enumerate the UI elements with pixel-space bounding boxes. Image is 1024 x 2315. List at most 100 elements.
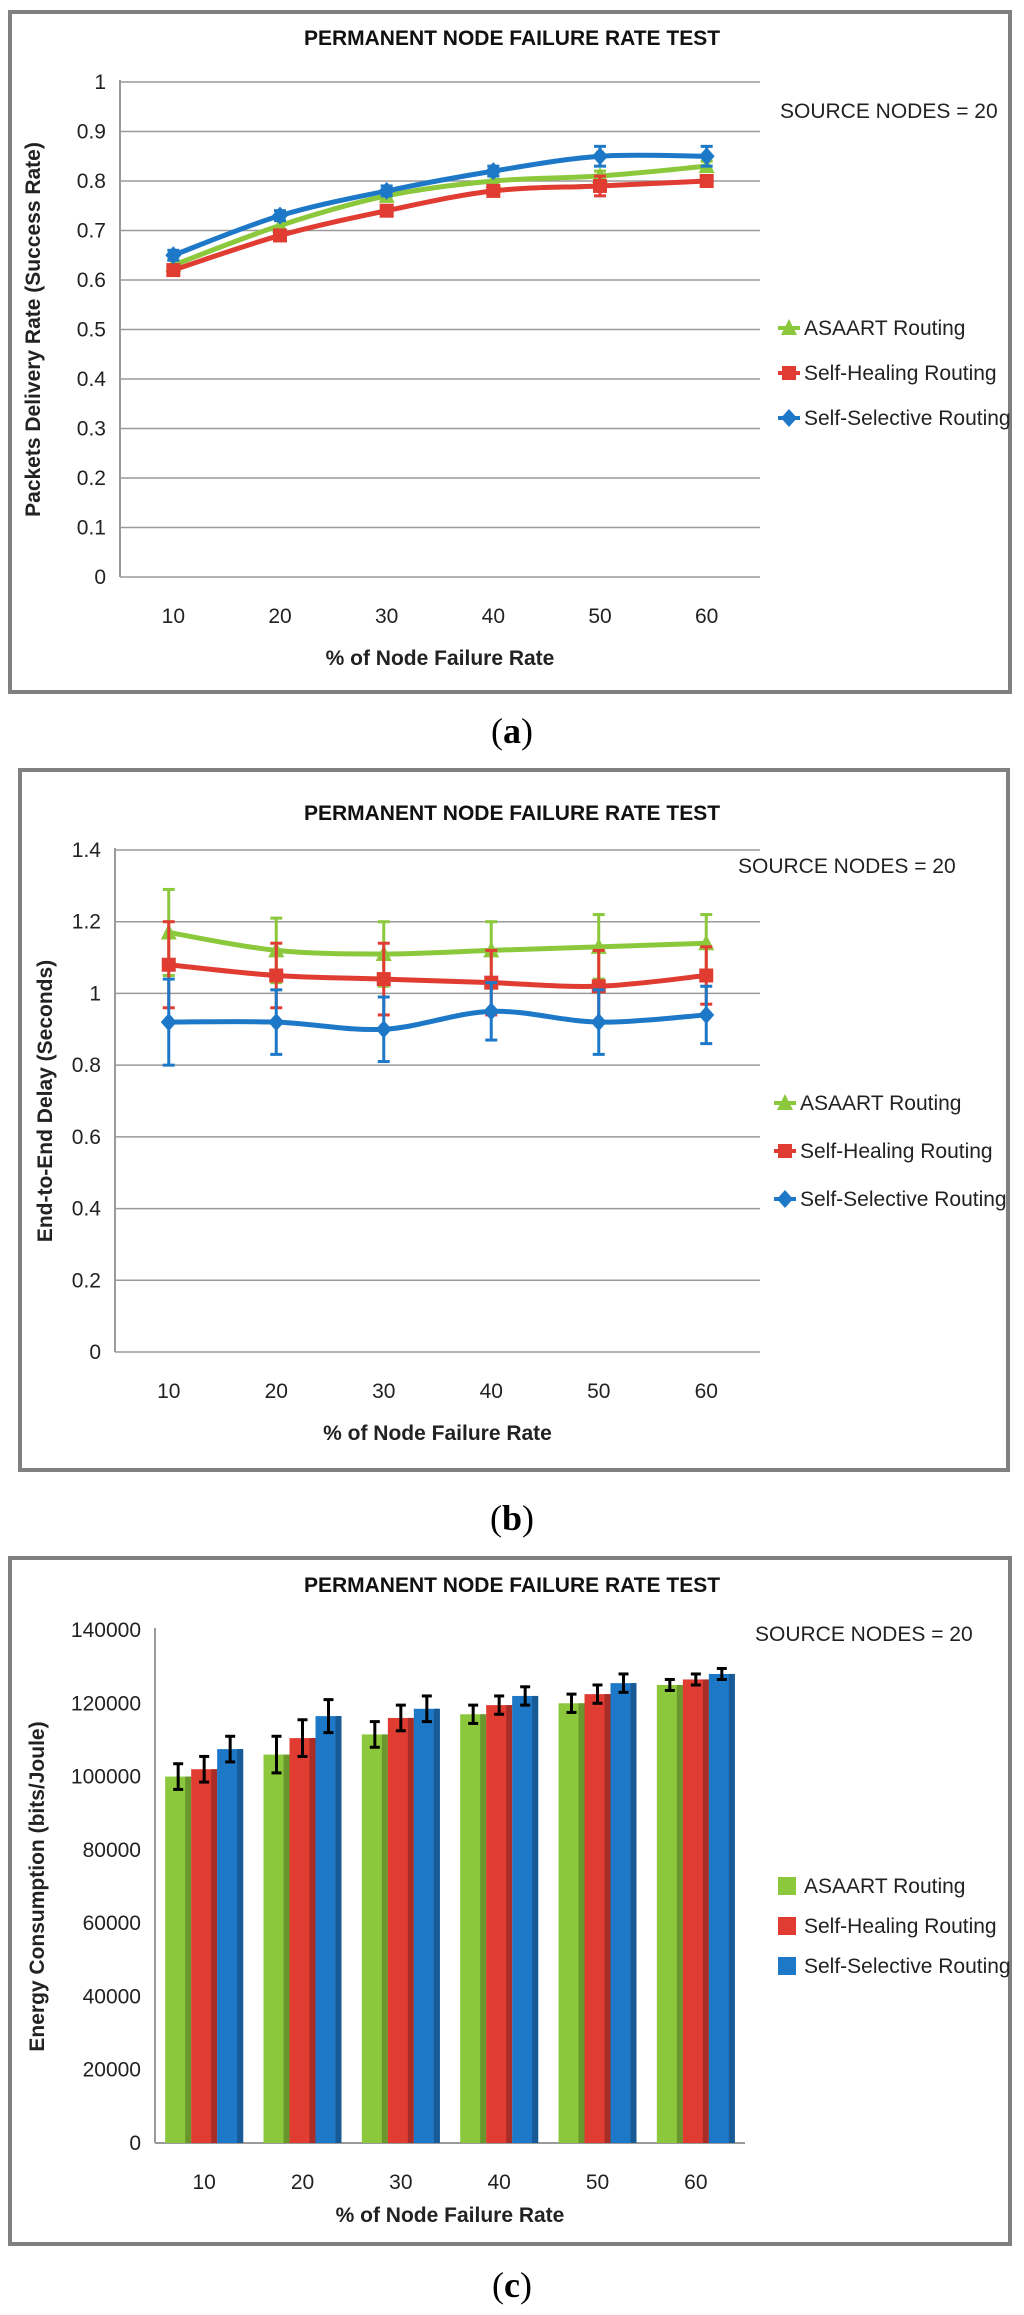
chart-c-bar-shade [237,1749,244,2143]
chart-a-data-point [486,183,501,198]
chart-c-bar-shade [578,1703,585,2143]
chart-b-legend-marker [777,1190,793,1208]
chart-b-data-point [268,1013,285,1032]
chart-c-bar-shade [407,1717,414,2143]
chart-a-y-tick-label: 0.3 [77,418,106,441]
chart-a-data-point [593,178,607,193]
chart-a-y-tick-label: 0.1 [77,517,106,540]
chart-b-y-tick-label: 1.4 [72,839,102,862]
chart-b-x-tick-label: 10 [157,1380,180,1403]
chart-c-x-tick-label: 40 [487,2171,510,2194]
chart-b-y-tick-label: 0 [89,1341,101,1364]
chart-b-y-tick-label: 0.6 [72,1126,101,1149]
chart-a-y-tick-label: 0 [94,566,106,589]
chart-b-data-point [269,968,284,983]
chart-c-bar-shade [381,1734,388,2143]
chart-c-bar-shade [630,1683,637,2143]
chart-c-bar-shade [604,1694,611,2143]
chart-a-frame [8,10,1012,694]
chart-b-y-tick-label: 0.8 [72,1054,101,1077]
chart-c-x-tick-label: 10 [192,2171,215,2194]
chart-a-series-self-selective-routing [165,144,715,265]
chart-c-bar-shade [506,1705,513,2143]
chart-a-data-point [166,263,181,278]
chart-c-legend-label: Self-Healing Routing [804,1915,997,1938]
chart-b-x-tick-label: 50 [587,1380,610,1403]
chart-a-data-point [379,203,394,218]
chart-b-x-tick-label: 30 [372,1380,395,1403]
chart-a-series-line-asaart-routing [172,163,707,268]
chart-c-x-axis-label: % of Node Failure Rate [336,2204,565,2227]
chart-b-title: PERMANENT NODE FAILURE RATE TEST [304,802,720,825]
chart-a-y-tick-label: 0.7 [77,220,106,243]
chart-b-series-line-asaart-routing [168,930,707,957]
chart-b-x-tick-label: 60 [695,1380,718,1403]
chart-a-data-point [699,174,714,188]
chart-a-x-tick-label: 20 [268,605,291,628]
chart-a-y-tick-label: 1 [94,71,106,94]
chart-a-y-tick-label: 0.9 [77,121,106,144]
chart-c-bar-shade [309,1738,316,2143]
chart-a-legend-label: Self-Healing Routing [804,362,997,385]
chart-c-y-tick-label: 20000 [83,2059,141,2082]
chart-c-legend-swatch [778,1917,796,1935]
chart-c-bar-shade [676,1684,683,2143]
caption-a: (a) [491,711,533,751]
chart-c-title: PERMANENT NODE FAILURE RATE TEST [304,1574,720,1597]
chart-b-x-axis-label: % of Node Failure Rate [323,1422,552,1445]
chart-c-y-tick-label: 140000 [71,1619,141,1642]
chart-c-y-tick-label: 60000 [83,1912,141,1935]
chart-b-data-point [160,1013,177,1032]
chart-b-x-tick-label: 40 [480,1380,503,1403]
caption-b-letter: b [501,1498,523,1538]
chart-b-data-point [698,1005,715,1024]
chart-b-x-tick-label: 20 [265,1380,288,1403]
chart-c-bar-shade [283,1754,290,2143]
chart-c-bar-shade [335,1716,342,2143]
chart-a-y-tick-label: 0.2 [77,467,106,490]
chart-a-series-line-self-healing-routing [172,178,707,273]
chart-c-y-tick-label: 100000 [71,1766,141,1789]
chart-a-legend-label: ASAART Routing [804,317,965,340]
chart-b-y-tick-label: 0.4 [72,1198,102,1221]
chart-c-series-self-selective-routing [217,1666,735,2143]
chart-a-x-tick-label: 40 [482,605,505,628]
chart-b-series-self-selective-routing [160,977,715,1067]
chart-a-legend-label: Self-Selective Routing [804,407,1011,430]
chart-b-legend-marker [777,1094,793,1110]
caption-c: (c) [492,2265,532,2305]
chart-a-y-tick-label: 0.8 [77,170,106,193]
chart-a-series-line-self-selective-routing [172,152,707,258]
chart-c-bar-shade [532,1695,539,2143]
chart-a-x-tick-label: 30 [375,605,398,628]
chart-c-x-tick-label: 60 [684,2171,707,2194]
caption-a-letter: a [503,711,521,751]
chart-c-x-tick-label: 30 [389,2171,412,2194]
chart-a-data-point [272,206,288,225]
chart-c-legend-swatch [778,1957,796,1975]
chart-a-legend-marker [781,409,797,427]
chart-c-legend-swatch [778,1877,796,1895]
chart-a-data-point [165,246,182,265]
chart-b-y-axis-label: End-to-End Delay (Seconds) [34,960,57,1242]
chart-b-svg: PERMANENT NODE FAILURE RATE TEST SOURCE N… [18,768,1010,1472]
chart-c-bar-shade [702,1679,709,2143]
chart-b-data-point [376,972,391,987]
chart-c-bar-shade [433,1708,440,2143]
chart-a-x-tick-label: 50 [588,605,611,628]
caption-b: (b) [489,1498,535,1538]
chart-c-svg: PERMANENT NODE FAILURE RATE TEST SOURCE N… [8,1556,1012,2246]
chart-a-x-tick-label: 10 [162,605,185,628]
chart-b-y-tick-label: 1.2 [72,911,101,934]
chart-a-legend-marker [781,319,797,335]
chart-b-annotation: SOURCE NODES = 20 [738,855,956,878]
chart-a-y-axis-label: Packets Delivery Rate (Success Rate) [22,142,45,517]
chart-a-y-tick-label: 0.5 [77,319,106,342]
chart-c-bar-shade [480,1714,487,2143]
chart-a-x-axis-label: % of Node Failure Rate [326,647,555,670]
chart-c-y-tick-label: 0 [129,2132,141,2155]
chart-a-annotation: SOURCE NODES = 20 [780,100,998,123]
chart-a-title: PERMANENT NODE FAILURE RATE TEST [304,27,720,50]
chart-c-series-self-healing-routing [191,1672,709,2143]
chart-c-bar-shade [728,1673,735,2143]
